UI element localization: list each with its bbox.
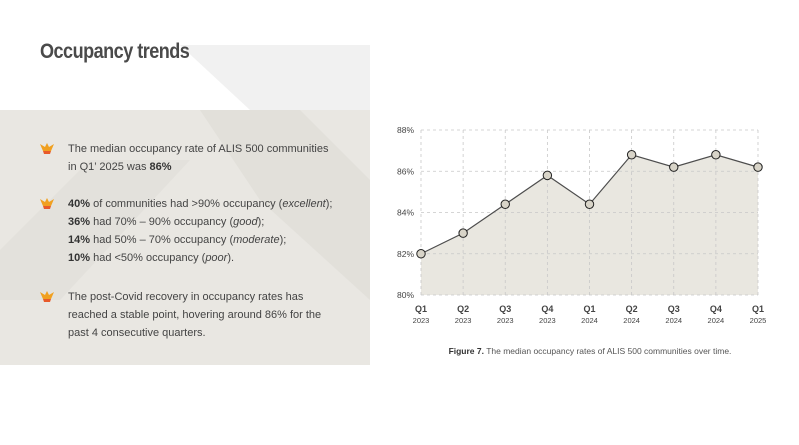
text-run: had 70% – 90% occupancy ( bbox=[90, 216, 234, 228]
y-tick-label: 82% bbox=[397, 249, 414, 259]
text-line: 10% had <50% occupancy (poor). bbox=[68, 249, 338, 267]
text-line: 40% of communities had >90% occupancy (e… bbox=[68, 195, 338, 213]
text-line: 14% had 50% – 70% occupancy (moderate); bbox=[68, 231, 338, 249]
y-tick-label: 86% bbox=[397, 166, 414, 176]
text-run: excellent bbox=[282, 198, 326, 210]
slide-title: Occupancy trends bbox=[40, 40, 190, 63]
x-tick-year: 2025 bbox=[750, 316, 767, 325]
text-line: 36% had 70% – 90% occupancy (good); bbox=[68, 213, 338, 231]
text-run: 14% bbox=[68, 234, 91, 246]
text-run: good bbox=[233, 216, 258, 228]
marker bbox=[626, 150, 637, 160]
y-tick-label: 80% bbox=[397, 290, 414, 300]
text-run: ); bbox=[257, 216, 265, 228]
text-run: 40% bbox=[68, 198, 91, 210]
text-run: The median occupancy rates of ALIS 500 c… bbox=[484, 346, 732, 356]
text-run: ); bbox=[325, 198, 333, 210]
x-tick-label: Q2 bbox=[457, 304, 469, 314]
x-tick-year: 2023 bbox=[413, 316, 430, 325]
x-tick-year: 2023 bbox=[497, 316, 514, 325]
text-run: The post-Covid recovery in occupancy rat… bbox=[68, 291, 322, 339]
y-tick-label: 84% bbox=[397, 208, 414, 218]
bullet: The median occupancy rate of ALIS 500 co… bbox=[40, 140, 340, 176]
text-run: 86% bbox=[149, 161, 172, 173]
marker bbox=[584, 199, 595, 209]
x-tick-year: 2024 bbox=[665, 316, 682, 325]
text-run: ). bbox=[227, 252, 235, 264]
text-run: had 50% – 70% occupancy ( bbox=[90, 234, 234, 246]
x-tick-label: Q1 bbox=[415, 304, 427, 314]
bullet-text: 40% of communities had >90% occupancy (e… bbox=[68, 195, 338, 267]
bullet-text: The post-Covid recovery in occupancy rat… bbox=[68, 288, 338, 342]
decor-chevron bbox=[0, 160, 190, 300]
x-tick-label: Q2 bbox=[626, 304, 638, 314]
marker bbox=[416, 249, 426, 259]
x-tick-label: Q1 bbox=[583, 304, 595, 314]
bullet-icon bbox=[40, 143, 54, 154]
text-run: 36% bbox=[68, 216, 91, 228]
bullet: The post-Covid recovery in occupancy rat… bbox=[40, 288, 340, 342]
x-tick-year: 2024 bbox=[623, 316, 640, 325]
bullet-icon bbox=[40, 291, 54, 302]
marker bbox=[753, 162, 763, 172]
text-run: had <50% occupancy ( bbox=[90, 252, 206, 264]
text-line: The median occupancy rate of ALIS 500 co… bbox=[68, 140, 338, 176]
text-run: moderate bbox=[233, 234, 280, 246]
y-tick-label: 88% bbox=[397, 125, 414, 135]
x-tick-year: 2024 bbox=[708, 316, 725, 325]
x-tick-label: Q4 bbox=[710, 304, 722, 314]
x-tick-year: 2023 bbox=[539, 316, 556, 325]
x-tick-year: 2023 bbox=[455, 316, 472, 325]
marker bbox=[458, 228, 468, 238]
x-tick-label: Q1 bbox=[752, 304, 764, 314]
bullet-icon bbox=[40, 198, 54, 209]
marker bbox=[500, 199, 510, 209]
decor-chevron bbox=[180, 45, 370, 110]
x-tick-year: 2024 bbox=[581, 316, 598, 325]
figure-caption: Figure 7. The median occupancy rates of … bbox=[398, 346, 782, 356]
text-run: of communities had >90% occupancy ( bbox=[90, 198, 283, 210]
marker bbox=[711, 150, 721, 160]
bullet-text: The median occupancy rate of ALIS 500 co… bbox=[68, 140, 338, 176]
text-run: poor bbox=[205, 252, 228, 264]
text-run: Figure 7. bbox=[448, 346, 484, 356]
marker bbox=[669, 162, 679, 172]
text-line: The post-Covid recovery in occupancy rat… bbox=[68, 288, 338, 342]
marker bbox=[542, 170, 553, 181]
bullet: 40% of communities had >90% occupancy (e… bbox=[40, 195, 340, 267]
x-tick-label: Q3 bbox=[668, 304, 680, 314]
area bbox=[421, 154, 758, 295]
text-run: 10% bbox=[68, 252, 91, 264]
x-tick-label: Q3 bbox=[499, 304, 511, 314]
decor-chevron bbox=[200, 110, 370, 300]
x-tick-label: Q4 bbox=[541, 304, 553, 314]
text-run: The median occupancy rate of ALIS 500 co… bbox=[68, 143, 329, 173]
text-run: ); bbox=[279, 234, 287, 246]
